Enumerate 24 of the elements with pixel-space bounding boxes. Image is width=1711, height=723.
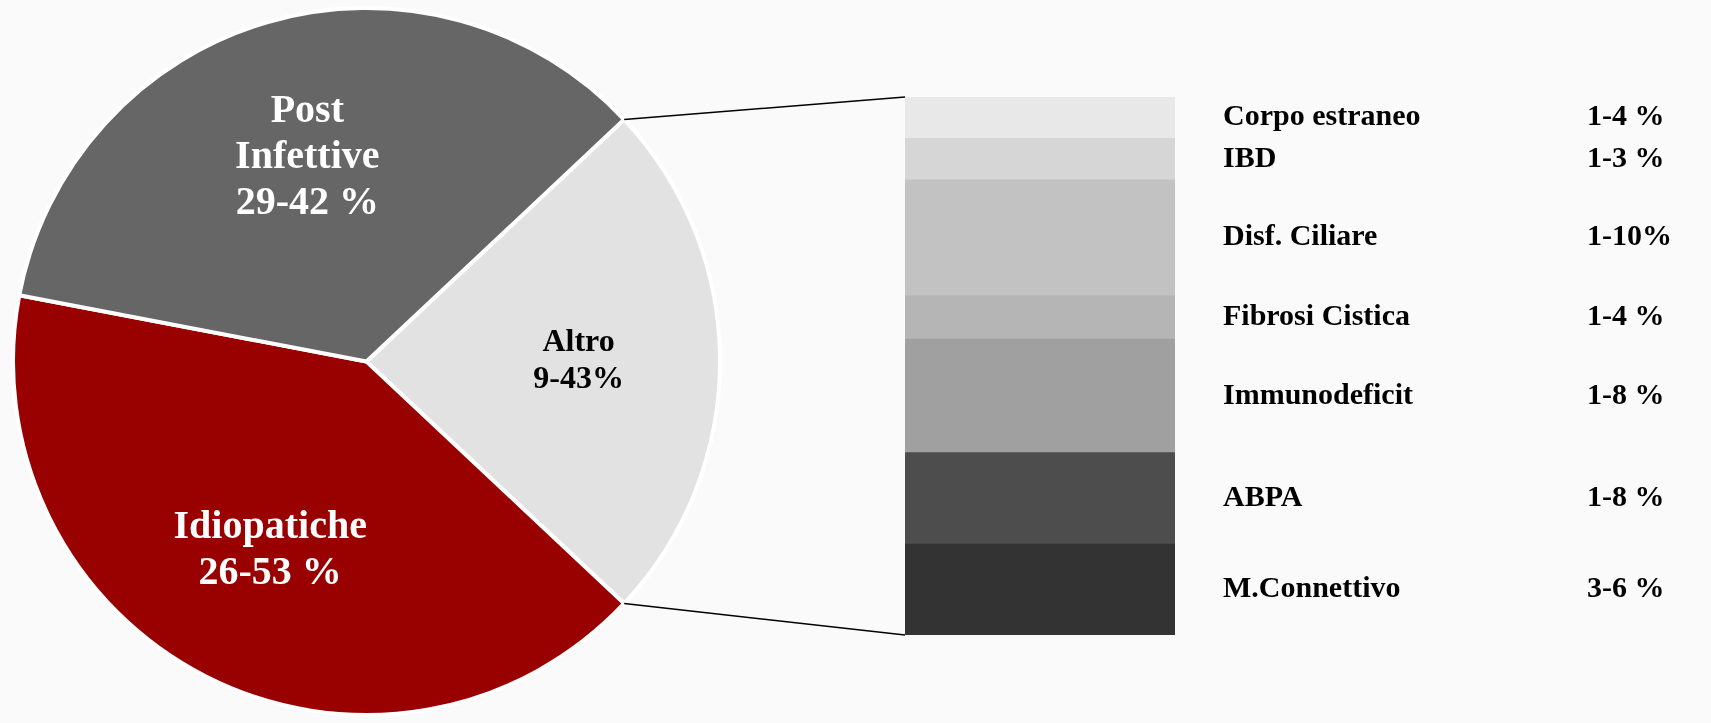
- bar: [905, 452, 1175, 545]
- bar: [905, 179, 1175, 296]
- slice-label: Idiopatiche 26-53 %: [173, 501, 367, 593]
- bar: [905, 97, 1175, 139]
- text: 1-4 %: [1587, 298, 1665, 332]
- text: 1-3 %: [1587, 139, 1665, 173]
- bar: [905, 295, 1175, 340]
- slice-label: Post Infettive 29-42 %: [235, 86, 380, 224]
- bar: [905, 543, 1175, 635]
- series-label: Disf. Ciliare: [1223, 218, 1378, 252]
- series-label: IBD: [1223, 139, 1277, 173]
- bar: [905, 138, 1175, 181]
- text: 1-4 %: [1587, 98, 1665, 132]
- series-label: ABPA: [1223, 479, 1303, 513]
- bar: [905, 338, 1175, 453]
- text: 1-10%: [1587, 218, 1672, 252]
- series-label: Immunodeficit: [1223, 376, 1413, 410]
- text: 3-6 %: [1587, 570, 1665, 604]
- series-label: Fibrosi Cistica: [1223, 298, 1410, 332]
- text: 1-8 %: [1587, 479, 1665, 513]
- slice-label: Altro 9-43%: [533, 322, 624, 396]
- series-label: Corpo estraneo: [1223, 98, 1421, 132]
- series-label: M.Connettivo: [1223, 570, 1401, 604]
- text: 1-8 %: [1587, 376, 1665, 410]
